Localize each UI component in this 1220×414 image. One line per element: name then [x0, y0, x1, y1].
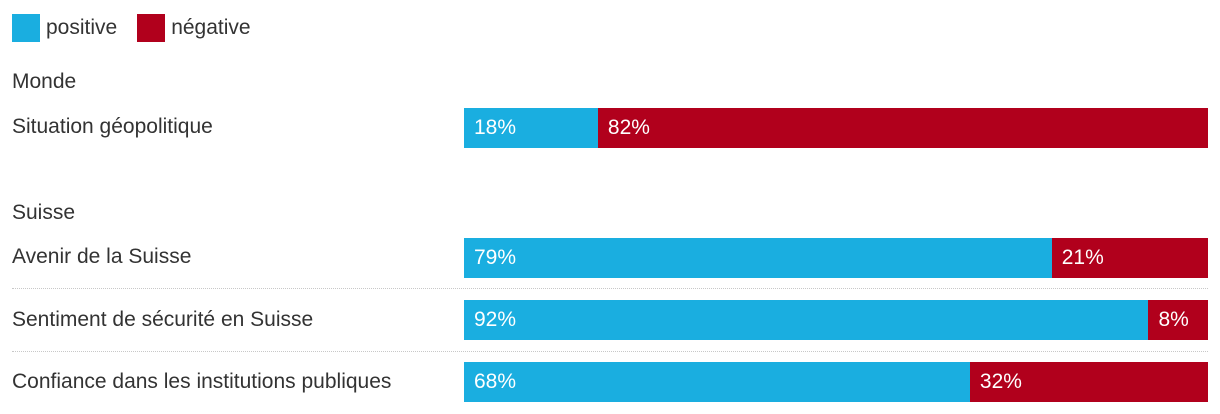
row-divider	[12, 288, 1208, 289]
bar-segment-positive: 18%	[464, 108, 598, 148]
data-label-negative: 21%	[1061, 246, 1104, 269]
legend-item-negative: négative	[137, 14, 251, 42]
legend-label-positive: positive	[46, 16, 118, 39]
bar-segment-positive: 79%	[464, 238, 1052, 278]
bar-row: 92% 8%	[464, 300, 1208, 340]
group-title-suisse: Suisse	[12, 201, 76, 224]
bar-segment-positive: 68%	[464, 362, 970, 402]
bar-row: 79% 21%	[464, 238, 1208, 278]
data-label-positive: 68%	[474, 370, 517, 393]
row-label-avenir-de-la-suisse: Avenir de la Suisse	[12, 245, 192, 268]
data-label-positive: 79%	[474, 246, 517, 269]
chart-legend: positive négative	[12, 14, 271, 42]
row-label-confiance-institutions: Confiance dans les institutions publique…	[12, 370, 392, 393]
legend-swatch-negative	[137, 14, 166, 42]
bar-segment-negative: 82%	[597, 108, 1208, 148]
group-title-monde: Monde	[12, 70, 77, 93]
data-label-negative: 82%	[607, 116, 650, 139]
data-label-negative: 32%	[979, 370, 1022, 393]
bar-segment-negative: 8%	[1148, 300, 1208, 340]
bar-row: 68% 32%	[464, 362, 1208, 402]
bar-row: 18% 82%	[464, 108, 1208, 148]
legend-label-negative: négative	[171, 16, 251, 39]
bar-segment-negative: 21%	[1051, 238, 1208, 278]
data-label-negative: 8%	[1158, 308, 1189, 331]
data-label-positive: 18%	[474, 116, 517, 139]
row-label-situation-geopolitique: Situation géopolitique	[12, 115, 213, 138]
row-label-sentiment-de-securite: Sentiment de sécurité en Suisse	[12, 308, 314, 331]
data-label-positive: 92%	[474, 308, 517, 331]
legend-item-positive: positive	[12, 14, 117, 42]
bar-segment-positive: 92%	[464, 300, 1149, 340]
bar-segment-negative: 32%	[969, 362, 1208, 402]
row-divider	[12, 351, 1208, 352]
legend-swatch-positive	[12, 14, 40, 42]
